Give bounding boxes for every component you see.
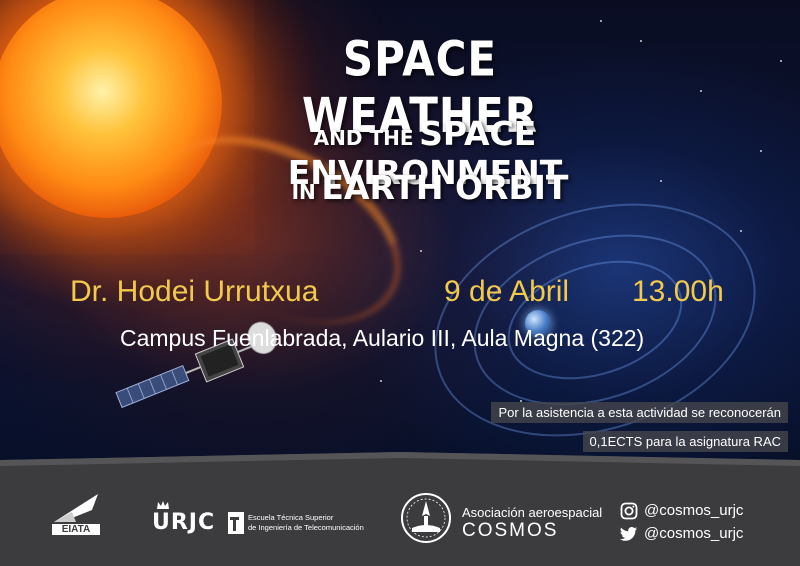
cosmos-logo (401, 493, 451, 543)
eiata-label: EIATA (52, 524, 100, 535)
crown-icon (157, 501, 169, 509)
event-venue: Campus Fuenlabrada, Aulario III, Aula Ma… (120, 325, 645, 351)
star (520, 400, 522, 402)
star (420, 250, 422, 252)
cosmos-name: COSMOS (462, 520, 559, 541)
title-line-1: SPACE WEATHER (301, 30, 539, 144)
speaker-name: Dr. Hodei Urrutxua (70, 275, 319, 308)
etsi-mark-icon (228, 512, 244, 534)
sun-illustration (0, 0, 222, 218)
twitter-handle[interactable]: @cosmos_urjc (644, 525, 744, 542)
cosmos-subtitle: Asociación aeroespacial (462, 505, 603, 520)
twitter-handle-row[interactable]: @cosmos_urjc (620, 525, 743, 542)
instagram-handle[interactable]: @cosmos_urjc (644, 502, 744, 519)
footer-background (0, 452, 800, 566)
title-line-3-prefix: IN (291, 180, 316, 204)
star (380, 380, 382, 382)
star (760, 150, 762, 152)
satellite-illustration (115, 321, 277, 409)
event-time: 13.00h (632, 275, 724, 308)
title-line-3: IN EARTH ORBIT (280, 168, 580, 207)
title-line-2-main: SPACE ENVIRONMENT (287, 114, 563, 192)
title-line-2-prefix: AND THE (313, 126, 414, 150)
earth-illustration (525, 310, 551, 336)
star (600, 20, 602, 22)
instagram-icon (620, 502, 638, 520)
eiata-plane-icon (54, 494, 98, 522)
event-date: 9 de Abril (444, 275, 570, 308)
title-line-2: AND THE SPACE ENVIRONMENT (215, 114, 635, 192)
instagram-handle-row[interactable]: @cosmos_urjc (620, 502, 743, 520)
eiata-logo: EIATA (52, 492, 100, 536)
etsi-text: Escuela Técnica Superior de Ingeniería d… (248, 513, 364, 533)
twitter-icon (620, 527, 637, 541)
etsi-line-2: de Ingeniería de Telecomunicación (248, 523, 364, 532)
star (780, 60, 782, 62)
star (640, 40, 642, 42)
star (740, 230, 742, 232)
urjc-label: URJC (152, 510, 216, 535)
ects-notice-line-2: 0,1ECTS para la asignatura RAC (582, 431, 788, 452)
ects-notice-line-1: Por la asistencia a esta actividad se re… (491, 402, 788, 423)
event-info-row: Dr. Hodei Urrutxua 9 de Abril 13.00h (0, 275, 800, 315)
star (660, 180, 662, 182)
star (700, 90, 702, 92)
footer (0, 452, 800, 566)
etsi-line-1: Escuela Técnica Superior (248, 513, 334, 522)
title-line-3-main: EARTH ORBIT (321, 168, 569, 207)
